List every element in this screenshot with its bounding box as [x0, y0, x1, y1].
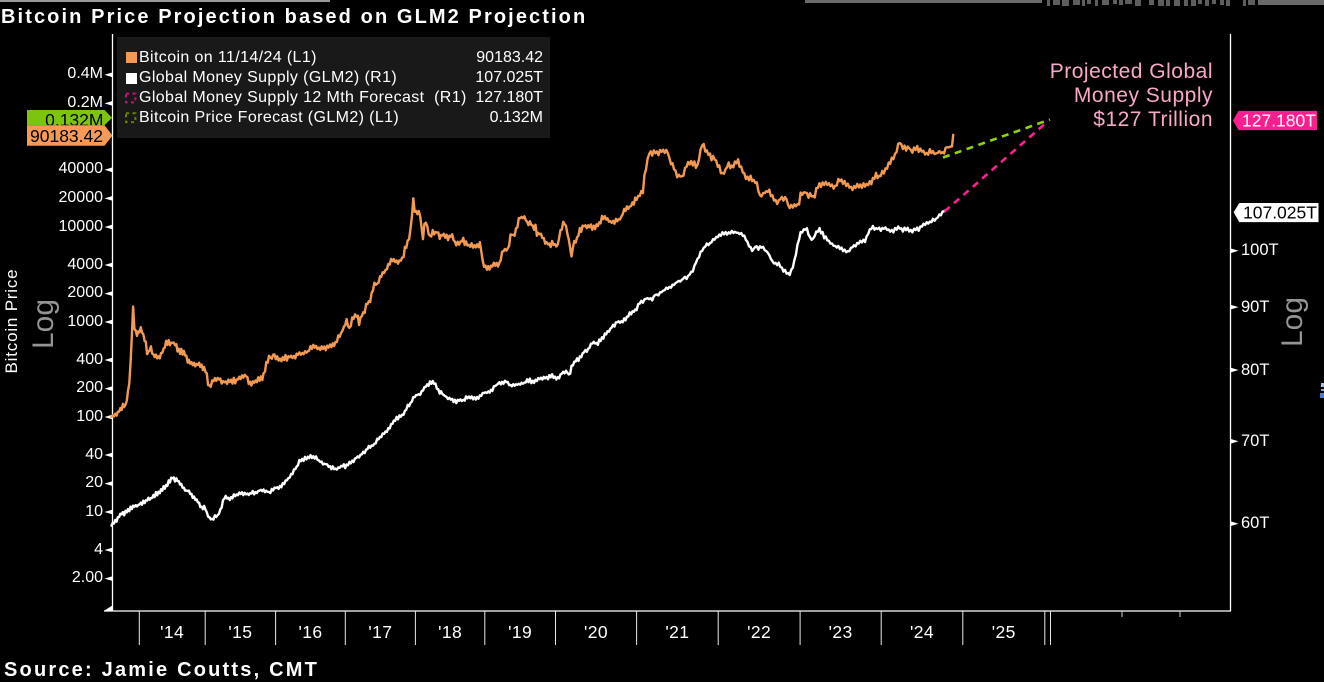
svg-text:0.132M: 0.132M: [45, 110, 103, 130]
svg-text:90183.42: 90183.42: [30, 126, 103, 146]
svg-text:107.025T: 107.025T: [1243, 202, 1317, 222]
svg-text:127.180T: 127.180T: [1242, 111, 1316, 131]
